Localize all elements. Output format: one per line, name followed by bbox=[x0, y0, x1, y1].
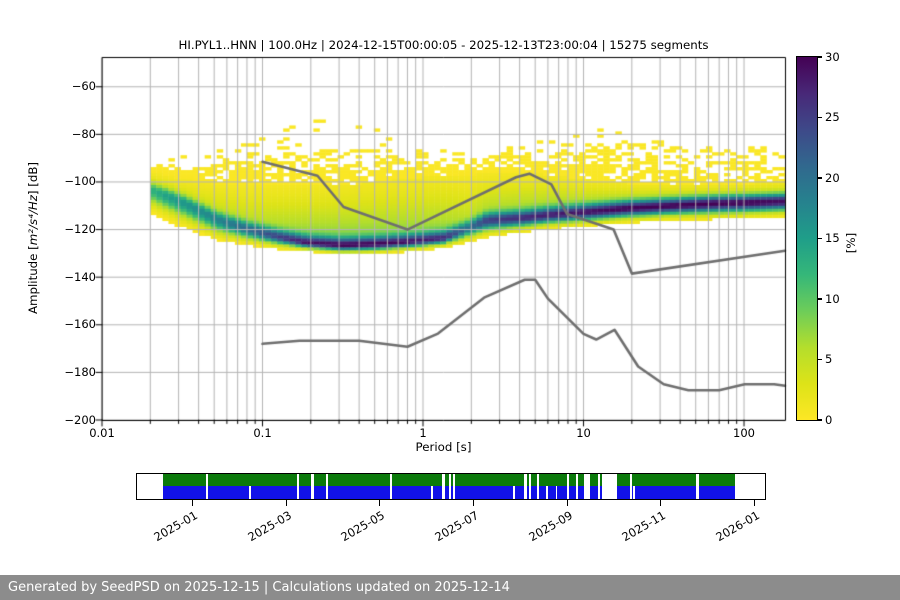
availability-gap bbox=[583, 474, 590, 499]
availability-gap bbox=[633, 485, 636, 499]
availability-date-label: 2025-09 bbox=[525, 508, 575, 545]
availability-gap bbox=[431, 485, 434, 499]
plot-title: HI.PYL1..HNN | 100.0Hz | 2024-12-15T00:0… bbox=[178, 38, 709, 52]
colorbar-tick-label: 5 bbox=[825, 352, 833, 366]
availability-date-label: 2025-03 bbox=[244, 508, 294, 545]
availability-gap bbox=[601, 474, 617, 499]
colorbar-tick-label: 10 bbox=[825, 291, 840, 306]
colorbar-tick-mark bbox=[818, 419, 822, 421]
x-tick-label: 0.01 bbox=[89, 426, 115, 440]
availability-gap bbox=[205, 474, 208, 499]
y-axis-label-suffix: ] [dB] bbox=[26, 161, 40, 196]
y-axis-label: Amplitude [m²/s⁴/Hz] [dB] bbox=[26, 162, 40, 314]
colorbar-tick-mark bbox=[818, 358, 822, 361]
availability-gap bbox=[696, 474, 700, 499]
availability-gap bbox=[597, 474, 601, 499]
availability-gap bbox=[529, 474, 532, 499]
availability-gap bbox=[629, 474, 632, 499]
availability-gap bbox=[453, 474, 456, 499]
y-tick-label: −100 bbox=[64, 174, 96, 189]
availability-tick-mark bbox=[566, 500, 569, 506]
availability-gap bbox=[326, 474, 329, 499]
y-axis-label-units: m²/s⁴/Hz bbox=[26, 195, 40, 246]
psd-coverage-stripe bbox=[162, 474, 735, 486]
y-tick-label: −80 bbox=[71, 126, 96, 141]
ppsd-heatmap-canvas bbox=[0, 0, 900, 470]
colorbar-tick-mark bbox=[818, 56, 822, 58]
availability-gap bbox=[524, 474, 528, 499]
availability-gap bbox=[297, 474, 300, 499]
availability-date-label: 2025-01 bbox=[151, 508, 200, 545]
availability-date-label: 2025-11 bbox=[619, 508, 668, 545]
availability-tick-mark bbox=[473, 500, 475, 506]
availability-gap bbox=[546, 485, 549, 499]
x-tick-label: 10 bbox=[576, 426, 591, 440]
x-tick-label: 100 bbox=[733, 426, 755, 440]
colorbar-tick-mark bbox=[818, 237, 822, 240]
colorbar-tick-mark bbox=[818, 177, 822, 179]
availability-date-label: 2025-07 bbox=[432, 508, 481, 545]
y-tick-label: −180 bbox=[64, 364, 96, 379]
availability-gap bbox=[389, 474, 392, 499]
footer-text: Generated by SeedPSD on 2025-12-15 | Cal… bbox=[8, 580, 510, 595]
availability-gap bbox=[575, 474, 578, 499]
availability-tick-mark bbox=[379, 500, 381, 506]
y-tick-label: −120 bbox=[64, 222, 96, 237]
availability-gap bbox=[442, 474, 445, 499]
availability-tick-mark bbox=[754, 500, 756, 506]
colorbar-tick-mark bbox=[818, 298, 822, 300]
availability-timeline bbox=[136, 473, 766, 500]
availability-gap bbox=[311, 474, 315, 499]
colorbar-tick-label: 25 bbox=[825, 110, 840, 124]
data-availability-stripe bbox=[162, 485, 735, 499]
y-tick-label: −160 bbox=[64, 317, 96, 332]
availability-tick-mark bbox=[285, 500, 288, 506]
availability-date-label: 2026-01 bbox=[713, 508, 762, 545]
colorbar-tick-mark bbox=[818, 116, 822, 119]
footer-bar: Generated by SeedPSD on 2025-12-15 | Cal… bbox=[0, 575, 900, 600]
x-tick-label: 0.1 bbox=[253, 426, 272, 440]
colorbar-tick-label: 20 bbox=[825, 170, 840, 185]
x-tick-label: 1 bbox=[419, 426, 427, 440]
colorbar-tick-label: 15 bbox=[825, 231, 840, 245]
availability-gap bbox=[566, 474, 569, 499]
y-tick-label: −200 bbox=[64, 412, 96, 427]
availability-date-label: 2025-05 bbox=[338, 508, 387, 545]
y-axis-label-prefix: Amplitude [ bbox=[26, 245, 40, 315]
colorbar-tick-label: 0 bbox=[825, 412, 833, 427]
availability-gap bbox=[248, 485, 252, 499]
availability-gap bbox=[555, 485, 558, 499]
y-tick-label: −60 bbox=[71, 79, 96, 94]
colorbar-unit-label: [%] bbox=[844, 232, 858, 254]
x-axis-label: Period [s] bbox=[415, 440, 472, 454]
availability-gap bbox=[448, 474, 451, 499]
availability-tick-mark bbox=[192, 500, 194, 506]
colorbar-tick-label: 30 bbox=[825, 49, 840, 64]
availability-gap bbox=[537, 474, 540, 499]
availability-gap bbox=[512, 485, 515, 499]
y-tick-label: −140 bbox=[64, 269, 96, 284]
colorbar bbox=[796, 56, 818, 421]
availability-tick-mark bbox=[660, 500, 662, 506]
